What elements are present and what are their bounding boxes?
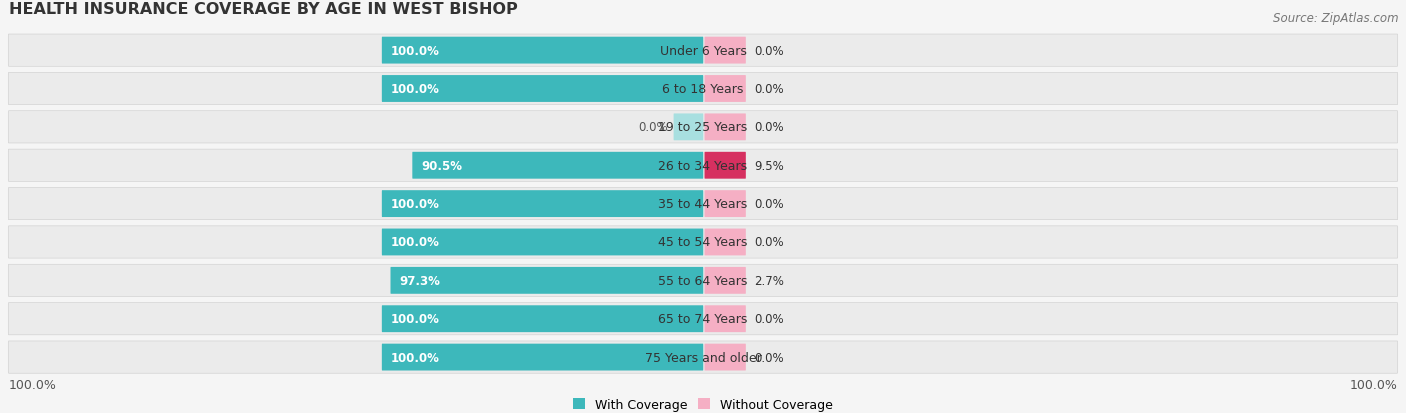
FancyBboxPatch shape (704, 76, 745, 103)
FancyBboxPatch shape (382, 344, 703, 370)
FancyBboxPatch shape (382, 76, 703, 103)
FancyBboxPatch shape (8, 73, 1398, 105)
Legend: With Coverage, Without Coverage: With Coverage, Without Coverage (569, 394, 837, 413)
FancyBboxPatch shape (8, 303, 1398, 335)
Text: 0.0%: 0.0% (755, 351, 785, 364)
FancyBboxPatch shape (8, 150, 1398, 182)
FancyBboxPatch shape (412, 152, 703, 179)
Text: 100.0%: 100.0% (391, 83, 440, 96)
Text: 0.0%: 0.0% (755, 313, 785, 325)
Text: 0.0%: 0.0% (755, 236, 785, 249)
FancyBboxPatch shape (704, 114, 745, 141)
Text: 100.0%: 100.0% (391, 45, 440, 57)
FancyBboxPatch shape (391, 267, 703, 294)
FancyBboxPatch shape (8, 35, 1398, 67)
FancyBboxPatch shape (673, 114, 703, 141)
Text: 19 to 25 Years: 19 to 25 Years (658, 121, 748, 134)
FancyBboxPatch shape (382, 306, 703, 332)
Text: HEALTH INSURANCE COVERAGE BY AGE IN WEST BISHOP: HEALTH INSURANCE COVERAGE BY AGE IN WEST… (8, 2, 517, 17)
Text: 35 to 44 Years: 35 to 44 Years (658, 198, 748, 211)
Text: 26 to 34 Years: 26 to 34 Years (658, 159, 748, 172)
Text: 90.5%: 90.5% (422, 159, 463, 172)
Text: 0.0%: 0.0% (755, 83, 785, 96)
FancyBboxPatch shape (8, 265, 1398, 297)
Text: Under 6 Years: Under 6 Years (659, 45, 747, 57)
FancyBboxPatch shape (704, 191, 745, 218)
FancyBboxPatch shape (8, 188, 1398, 220)
Text: 55 to 64 Years: 55 to 64 Years (658, 274, 748, 287)
FancyBboxPatch shape (704, 229, 745, 256)
Text: 100.0%: 100.0% (391, 351, 440, 364)
FancyBboxPatch shape (704, 267, 745, 294)
Text: 6 to 18 Years: 6 to 18 Years (662, 83, 744, 96)
Text: 0.0%: 0.0% (755, 121, 785, 134)
Text: 0.0%: 0.0% (638, 121, 668, 134)
FancyBboxPatch shape (704, 152, 745, 179)
Text: 65 to 74 Years: 65 to 74 Years (658, 313, 748, 325)
Text: 100.0%: 100.0% (1350, 378, 1398, 391)
Text: Source: ZipAtlas.com: Source: ZipAtlas.com (1274, 12, 1399, 25)
FancyBboxPatch shape (8, 341, 1398, 373)
Text: 100.0%: 100.0% (391, 313, 440, 325)
FancyBboxPatch shape (382, 229, 703, 256)
FancyBboxPatch shape (382, 191, 703, 218)
Text: 100.0%: 100.0% (391, 198, 440, 211)
Text: 9.5%: 9.5% (755, 159, 785, 172)
FancyBboxPatch shape (382, 38, 703, 64)
Text: 75 Years and older: 75 Years and older (644, 351, 762, 364)
Text: 97.3%: 97.3% (399, 274, 440, 287)
FancyBboxPatch shape (8, 226, 1398, 259)
Text: 2.7%: 2.7% (755, 274, 785, 287)
Text: 0.0%: 0.0% (755, 198, 785, 211)
FancyBboxPatch shape (8, 112, 1398, 144)
Text: 100.0%: 100.0% (391, 236, 440, 249)
Text: 0.0%: 0.0% (755, 45, 785, 57)
FancyBboxPatch shape (704, 38, 745, 64)
Text: 100.0%: 100.0% (8, 378, 56, 391)
Text: 45 to 54 Years: 45 to 54 Years (658, 236, 748, 249)
FancyBboxPatch shape (704, 344, 745, 370)
FancyBboxPatch shape (704, 306, 745, 332)
